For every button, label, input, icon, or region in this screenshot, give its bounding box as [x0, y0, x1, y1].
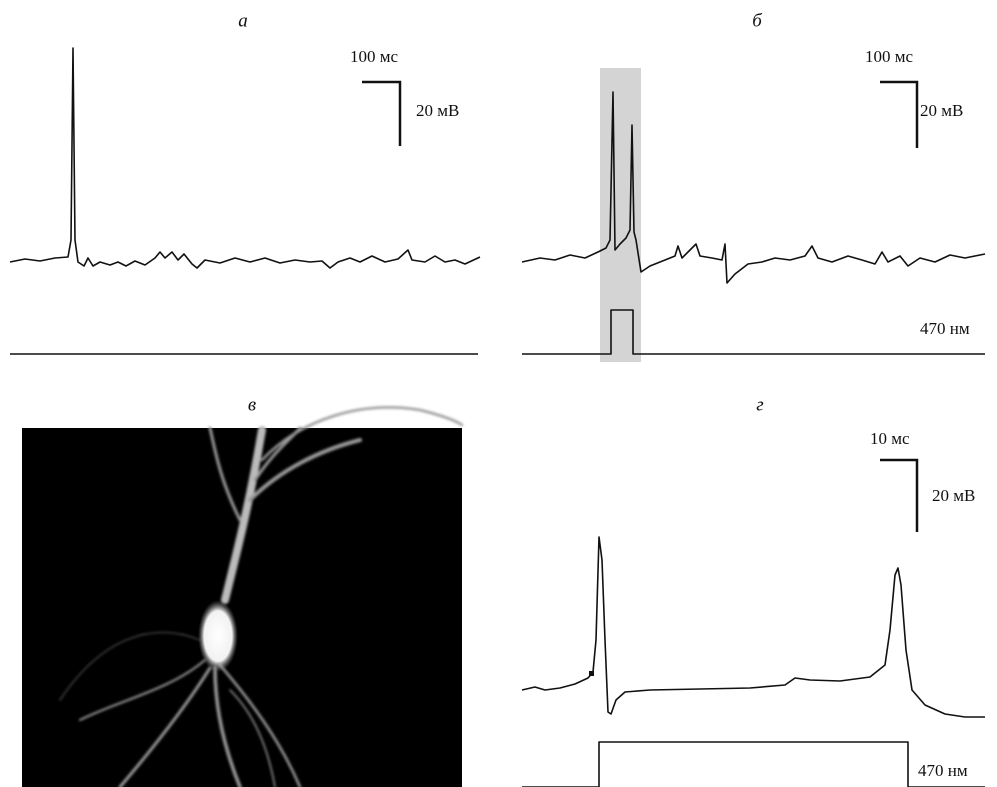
scale-time: 10 мс: [870, 429, 910, 448]
scale-time: 100 мс: [865, 47, 914, 66]
dendrites: [59, 406, 464, 787]
scale-bar: [880, 458, 919, 532]
stimulus-label: 470 нм: [918, 761, 968, 780]
stimulus-line: [522, 309, 985, 355]
trace: [521, 91, 986, 284]
panel-label: а: [238, 10, 248, 31]
trace: [9, 47, 481, 269]
marker: [589, 671, 594, 676]
stimulus-window: [600, 68, 641, 362]
panel-label: г: [756, 394, 763, 415]
soma: [198, 600, 238, 672]
scale-voltage: 20 мВ: [416, 101, 459, 120]
scale-voltage: 20 мВ: [920, 101, 963, 120]
stimulus-label: 470 нм: [920, 319, 970, 338]
trace: [521, 536, 985, 718]
scale-voltage: 20 мВ: [932, 486, 975, 505]
scale-bar: [362, 80, 402, 146]
stimulus-line: [522, 741, 985, 787]
neuron-image: [22, 428, 462, 787]
scale-time: 100 мс: [350, 47, 399, 66]
scale-bar: [880, 80, 919, 148]
panel-label: б: [752, 10, 763, 31]
panel-label: в: [248, 394, 256, 415]
